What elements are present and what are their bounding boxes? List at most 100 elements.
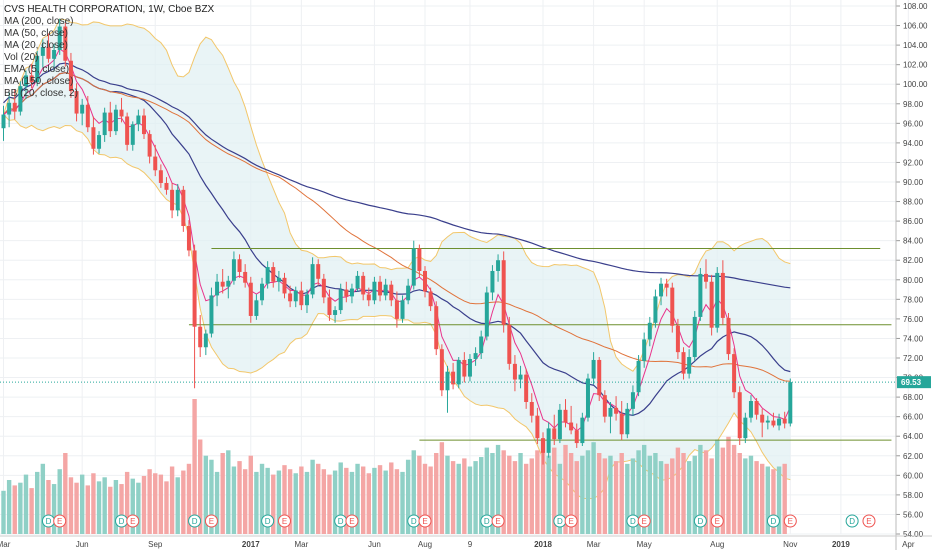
candle-body[interactable]	[541, 438, 546, 453]
candle-body[interactable]	[569, 422, 574, 431]
candle-body[interactable]	[338, 289, 343, 311]
candle-body[interactable]	[630, 392, 635, 409]
candle-body[interactable]	[664, 283, 669, 288]
candle-body[interactable]	[614, 407, 619, 414]
candle-body[interactable]	[35, 55, 40, 83]
candle-body[interactable]	[243, 271, 248, 283]
indicator-ma150[interactable]: MA (150, close)	[4, 76, 74, 87]
candle-body[interactable]	[456, 359, 461, 385]
candle-body[interactable]	[726, 317, 731, 355]
candle-body[interactable]	[574, 430, 579, 444]
candle-body[interactable]	[771, 420, 776, 426]
candle-body[interactable]	[529, 402, 534, 416]
earnings-marker[interactable]	[204, 514, 218, 528]
candle-body[interactable]	[288, 293, 293, 302]
candle-body[interactable]	[681, 352, 686, 374]
candle-body[interactable]	[102, 112, 107, 136]
candle-body[interactable]	[462, 359, 467, 377]
candle-body[interactable]	[85, 104, 90, 128]
candle-body[interactable]	[327, 297, 332, 315]
candle-body[interactable]	[260, 283, 265, 301]
candles[interactable]	[1, 18, 793, 465]
dividend-marker[interactable]	[845, 514, 859, 528]
candle-body[interactable]	[142, 115, 146, 135]
candle-body[interactable]	[209, 295, 214, 334]
candle-body[interactable]	[80, 104, 85, 114]
indicator-bb[interactable]: BB (20, close, 2)	[4, 88, 78, 99]
earnings-marker[interactable]	[491, 514, 505, 528]
earnings-marker[interactable]	[564, 514, 578, 528]
earnings-marker[interactable]	[345, 514, 359, 528]
candle-body[interactable]	[215, 281, 220, 296]
candle-body[interactable]	[170, 189, 175, 211]
indicator-ema5[interactable]: EMA (5, close)	[4, 64, 70, 75]
candle-body[interactable]	[411, 248, 416, 286]
candle-body[interactable]	[602, 395, 607, 417]
candle-body[interactable]	[394, 300, 399, 319]
candle-body[interactable]	[366, 294, 371, 301]
candle-body[interactable]	[304, 294, 309, 306]
candle-body[interactable]	[63, 26, 68, 61]
candle-body[interactable]	[158, 170, 163, 183]
candle-body[interactable]	[400, 300, 405, 319]
candle-body[interactable]	[428, 291, 433, 307]
earnings-marker[interactable]	[278, 514, 291, 528]
indicator-ma200[interactable]: MA (200, close)	[4, 16, 74, 27]
candle-body[interactable]	[299, 290, 304, 306]
candle-body[interactable]	[1, 114, 6, 129]
candle-body[interactable]	[636, 360, 641, 393]
earnings-marker[interactable]	[862, 514, 876, 528]
candle-body[interactable]	[198, 326, 203, 348]
candle-body[interactable]	[687, 357, 692, 374]
candle-body[interactable]	[777, 418, 782, 426]
indicator-ma50[interactable]: MA (50, close)	[4, 28, 68, 39]
earnings-marker[interactable]	[637, 514, 651, 528]
candle-body[interactable]	[765, 420, 770, 423]
candle-body[interactable]	[333, 310, 338, 315]
candle-body[interactable]	[490, 270, 495, 293]
candle-body[interactable]	[220, 281, 225, 287]
candle-body[interactable]	[68, 60, 73, 92]
candle-body[interactable]	[445, 371, 450, 391]
candle-body[interactable]	[316, 264, 321, 279]
candle-body[interactable]	[563, 409, 568, 423]
candle-body[interactable]	[293, 290, 298, 302]
candle-body[interactable]	[748, 401, 753, 418]
candle-body[interactable]	[164, 182, 169, 190]
candle-body[interactable]	[231, 259, 236, 281]
candle-body[interactable]	[378, 281, 383, 296]
candle-body[interactable]	[423, 270, 427, 292]
candle-body[interactable]	[389, 284, 394, 301]
candle-body[interactable]	[659, 283, 664, 297]
candle-body[interactable]	[467, 358, 472, 377]
candle-body[interactable]	[321, 278, 326, 298]
candle-body[interactable]	[501, 260, 506, 325]
candle-body[interactable]	[23, 75, 28, 87]
candle-body[interactable]	[181, 189, 186, 226]
earnings-marker[interactable]	[783, 514, 797, 528]
candle-body[interactable]	[698, 273, 703, 317]
time-axis[interactable]: Mar Jun Sep 2017 Mar Jun Aug 9 2018 Mar May Aug Nov 2…	[0, 535, 932, 549]
candle-body[interactable]	[737, 392, 742, 439]
candle-body[interactable]	[310, 264, 315, 295]
candle-body[interactable]	[406, 285, 411, 301]
candle-body[interactable]	[473, 353, 478, 359]
candle-body[interactable]	[108, 112, 113, 132]
candle-body[interactable]	[715, 272, 720, 328]
candle-body[interactable]	[40, 47, 45, 56]
candle-body[interactable]	[74, 91, 79, 114]
candle-body[interactable]	[597, 359, 602, 396]
candle-body[interactable]	[248, 282, 253, 316]
candle-body[interactable]	[754, 401, 759, 415]
candle-body[interactable]	[743, 417, 748, 439]
candle-body[interactable]	[361, 275, 366, 295]
earnings-marker[interactable]	[418, 514, 432, 528]
candle-body[interactable]	[175, 189, 180, 211]
candle-body[interactable]	[642, 339, 647, 361]
candle-body[interactable]	[479, 336, 484, 354]
candle-body[interactable]	[647, 322, 652, 340]
candle-body[interactable]	[439, 349, 444, 391]
candle-body[interactable]	[434, 306, 439, 350]
candle-body[interactable]	[203, 333, 208, 348]
candle-body[interactable]	[12, 102, 17, 112]
